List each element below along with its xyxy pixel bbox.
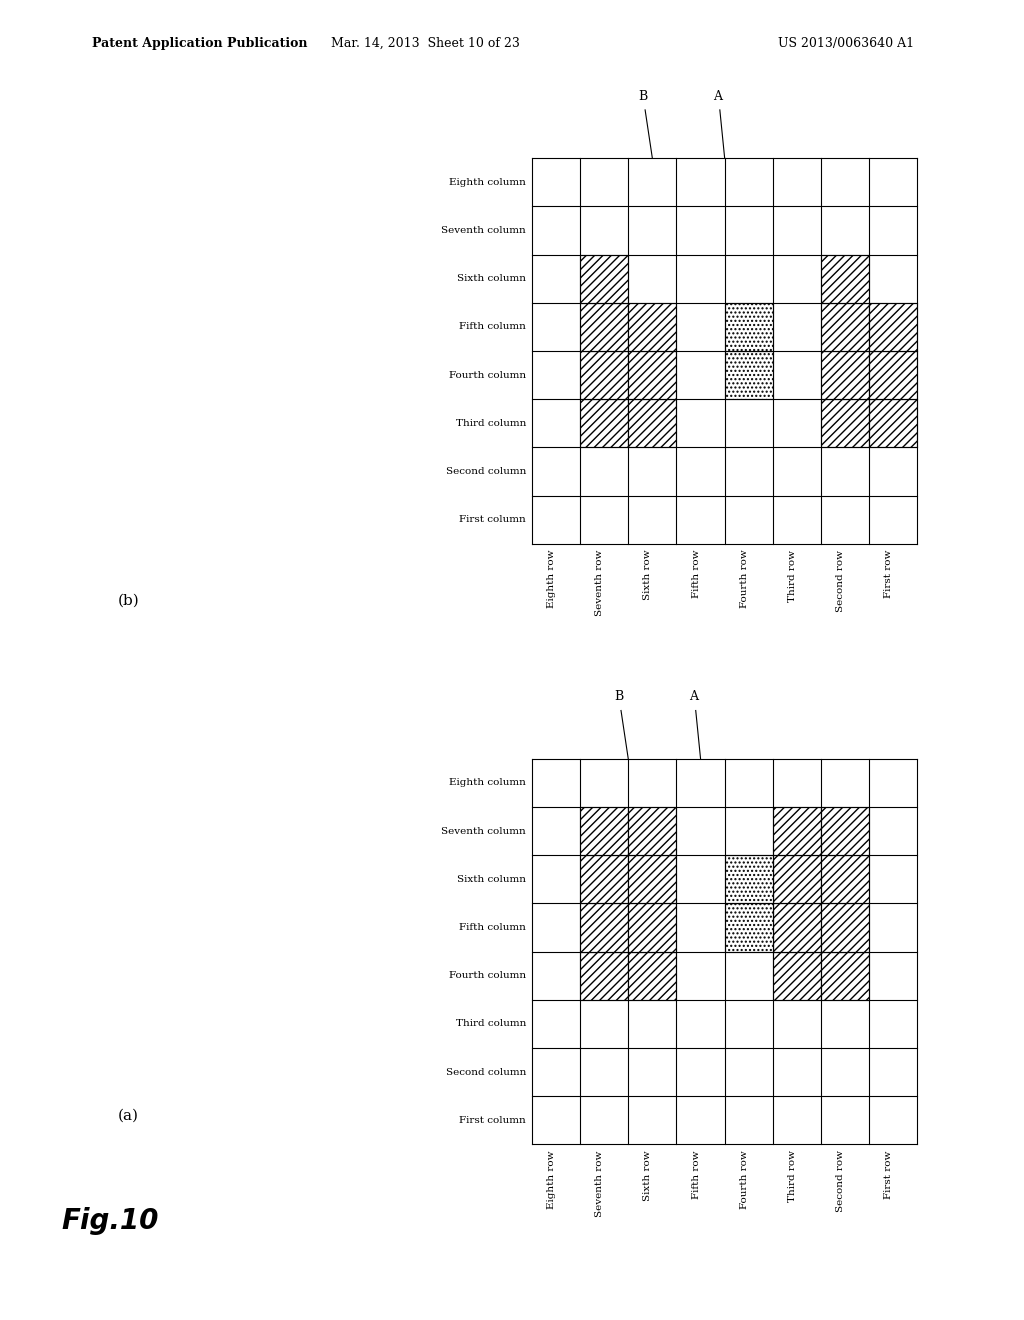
Text: Second row: Second row [837,1150,845,1212]
Text: Fourth row: Fourth row [739,1150,749,1209]
Text: Fifth column: Fifth column [459,923,526,932]
Text: Fifth column: Fifth column [459,322,526,331]
Bar [725,855,773,903]
Bar [629,302,677,351]
Text: A: A [689,690,697,704]
Bar [580,807,629,855]
Bar [725,302,773,351]
Bar [629,351,677,399]
Text: Seventh row: Seventh row [595,549,604,616]
Text: Eighth column: Eighth column [450,178,526,186]
Text: First row: First row [885,1150,893,1199]
Text: Second row: Second row [837,549,845,611]
Text: Third row: Third row [788,549,797,602]
Text: Fifth row: Fifth row [691,549,700,598]
Text: First column: First column [460,515,526,524]
Text: Seventh row: Seventh row [595,1150,604,1217]
Bar [821,807,869,855]
Bar [580,255,629,302]
Bar [580,952,629,999]
Text: B: B [614,690,624,704]
Bar [580,903,629,952]
Bar [821,399,869,447]
Text: Fifth row: Fifth row [691,1150,700,1199]
Text: Seventh column: Seventh column [441,826,526,836]
Text: Fourth column: Fourth column [449,972,526,981]
Bar [725,351,773,399]
Text: Third row: Third row [788,1150,797,1203]
Bar [773,903,821,952]
Text: B: B [638,90,647,103]
Text: Fourth column: Fourth column [449,371,526,380]
Bar [821,302,869,351]
Text: Fig.10: Fig.10 [61,1206,159,1236]
Text: Sixth column: Sixth column [457,875,526,883]
Bar [629,399,677,447]
Text: Mar. 14, 2013  Sheet 10 of 23: Mar. 14, 2013 Sheet 10 of 23 [331,37,519,50]
Bar [773,952,821,999]
Text: (a): (a) [118,1109,139,1122]
Text: First column: First column [460,1115,526,1125]
Bar [725,903,773,952]
Bar [869,351,918,399]
Bar [629,952,677,999]
Text: Second column: Second column [445,1068,526,1077]
Bar [580,855,629,903]
Bar [869,302,918,351]
Text: (b): (b) [118,594,139,607]
Text: US 2013/0063640 A1: US 2013/0063640 A1 [778,37,914,50]
Bar [580,351,629,399]
Bar [629,903,677,952]
Bar [773,807,821,855]
Text: Second column: Second column [445,467,526,477]
Text: Seventh column: Seventh column [441,226,526,235]
Bar [821,855,869,903]
Text: Eighth column: Eighth column [450,779,526,787]
Bar [773,855,821,903]
Bar [821,255,869,302]
Bar [821,903,869,952]
Text: Sixth column: Sixth column [457,275,526,282]
Bar [821,351,869,399]
Text: Third column: Third column [456,1019,526,1028]
Text: Sixth row: Sixth row [643,549,652,601]
Bar [869,399,918,447]
Bar [580,399,629,447]
Text: Eighth row: Eighth row [547,1150,556,1209]
Text: A: A [713,90,722,103]
Text: Third column: Third column [456,418,526,428]
Text: Patent Application Publication: Patent Application Publication [92,37,307,50]
Text: Fourth row: Fourth row [739,549,749,609]
Text: Eighth row: Eighth row [547,549,556,609]
Bar [580,302,629,351]
Text: First row: First row [885,549,893,598]
Bar [629,855,677,903]
Bar [629,807,677,855]
Bar [821,952,869,999]
Text: Sixth row: Sixth row [643,1150,652,1201]
